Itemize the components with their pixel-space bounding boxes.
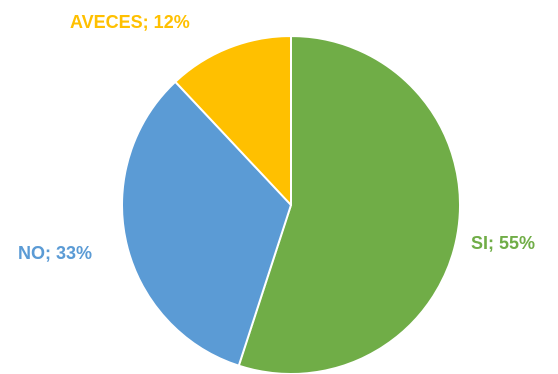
slice-label-si: SI; 55% bbox=[471, 233, 535, 253]
pie-slices bbox=[120, 35, 461, 374]
pie-slice-si bbox=[237, 35, 461, 374]
slice-label-no: NO; 33% bbox=[18, 243, 92, 263]
slice-label-aveces: AVECES; 12% bbox=[70, 12, 190, 32]
pie-slice-aveces bbox=[174, 35, 292, 206]
pie-slice-no bbox=[120, 80, 292, 367]
